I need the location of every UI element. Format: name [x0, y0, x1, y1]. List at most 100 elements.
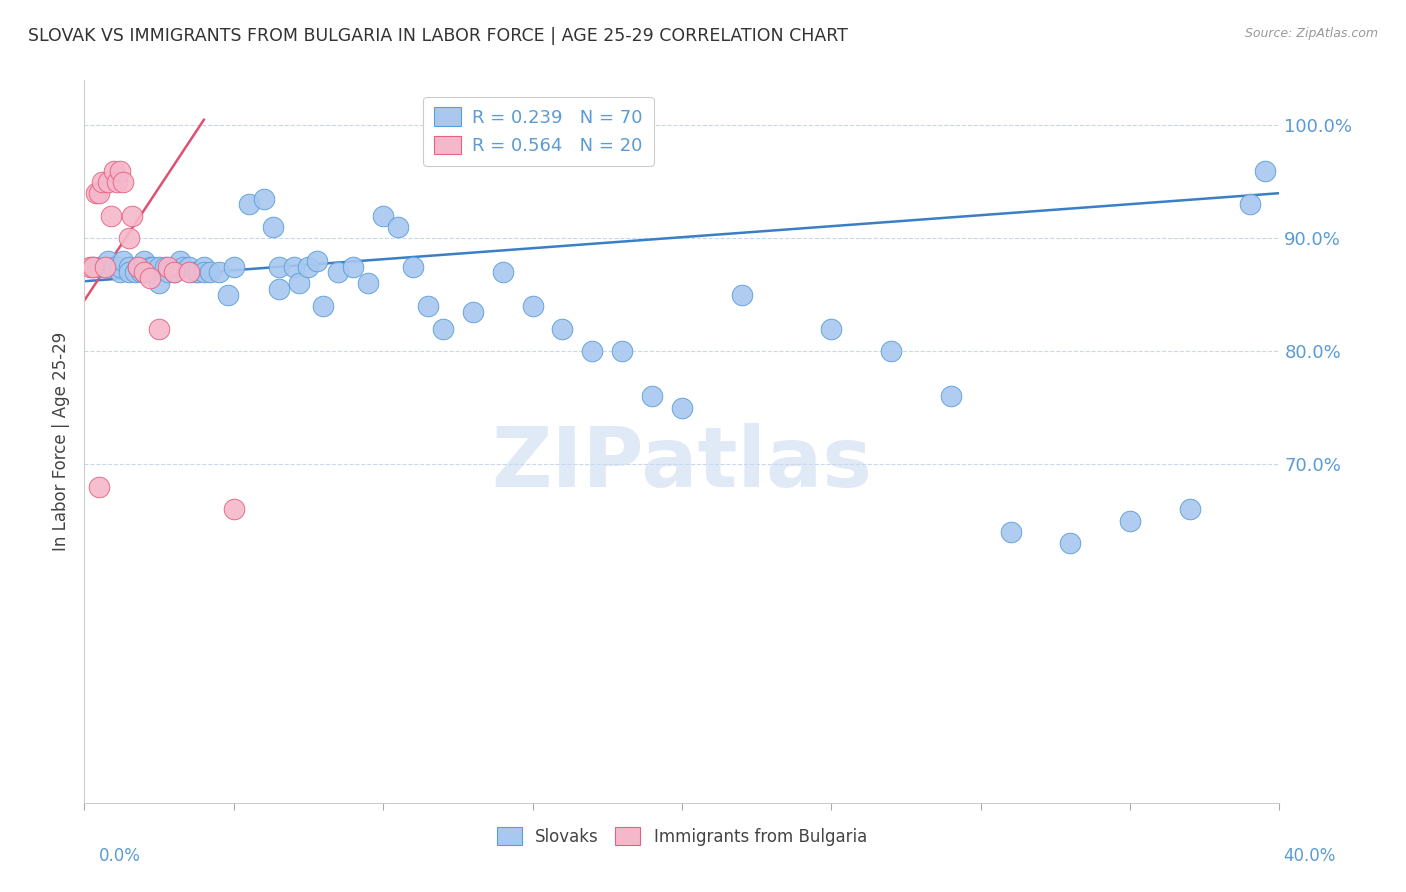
Point — [97, 253, 120, 268]
Point — [461, 304, 484, 318]
Point — [94, 260, 117, 274]
Point — [253, 192, 276, 206]
Point — [939, 389, 962, 403]
Point — [121, 209, 143, 223]
Y-axis label: In Labor Force | Age 25-29: In Labor Force | Age 25-29 — [52, 332, 70, 551]
Point — [217, 287, 239, 301]
Point — [132, 253, 156, 268]
Point — [129, 265, 152, 279]
Point — [148, 321, 170, 335]
Point — [222, 502, 245, 516]
Point — [267, 260, 290, 274]
Point — [238, 197, 260, 211]
Point — [148, 260, 170, 274]
Point — [132, 265, 156, 279]
Point — [163, 265, 186, 279]
Point — [79, 260, 101, 274]
Legend: Slovaks, Immigrants from Bulgaria: Slovaks, Immigrants from Bulgaria — [491, 821, 873, 852]
Point — [112, 253, 135, 268]
Point — [342, 260, 364, 274]
Point — [94, 260, 117, 274]
Point — [1239, 197, 1261, 211]
Point — [267, 282, 290, 296]
Point — [373, 209, 395, 223]
Point — [157, 260, 180, 274]
Point — [118, 231, 141, 245]
Point — [89, 186, 111, 201]
Point — [132, 265, 156, 279]
Point — [86, 186, 108, 201]
Point — [177, 265, 200, 279]
Point — [671, 401, 693, 415]
Point — [124, 265, 146, 279]
Point — [148, 277, 170, 291]
Point — [100, 209, 122, 223]
Point — [820, 321, 842, 335]
Text: Source: ZipAtlas.com: Source: ZipAtlas.com — [1244, 27, 1378, 40]
Point — [1059, 536, 1081, 550]
Point — [105, 175, 128, 189]
Point — [118, 265, 141, 279]
Point — [97, 175, 120, 189]
Point — [522, 299, 544, 313]
Point — [127, 260, 149, 274]
Point — [731, 287, 754, 301]
Point — [157, 265, 180, 279]
Point — [612, 344, 634, 359]
Point — [139, 265, 162, 279]
Point — [1253, 163, 1275, 178]
Point — [112, 175, 135, 189]
Point — [1000, 524, 1022, 539]
Point — [288, 277, 311, 291]
Point — [357, 277, 380, 291]
Point — [387, 220, 409, 235]
Point — [193, 265, 215, 279]
Point — [297, 260, 319, 274]
Point — [432, 321, 454, 335]
Point — [82, 260, 104, 274]
Point — [187, 265, 209, 279]
Point — [641, 389, 664, 403]
Point — [177, 260, 200, 274]
Text: SLOVAK VS IMMIGRANTS FROM BULGARIA IN LABOR FORCE | AGE 25-29 CORRELATION CHART: SLOVAK VS IMMIGRANTS FROM BULGARIA IN LA… — [28, 27, 848, 45]
Point — [139, 260, 162, 274]
Point — [1119, 514, 1142, 528]
Point — [127, 260, 149, 274]
Point — [193, 260, 215, 274]
Point — [402, 260, 425, 274]
Point — [110, 163, 132, 178]
Point — [89, 480, 111, 494]
Point — [89, 260, 111, 274]
Point — [110, 260, 132, 274]
Point — [118, 260, 141, 274]
Point — [1178, 502, 1201, 516]
Point — [169, 253, 191, 268]
Point — [492, 265, 515, 279]
Point — [82, 260, 104, 274]
Point — [208, 265, 231, 279]
Point — [416, 299, 439, 313]
Point — [103, 260, 125, 274]
Point — [110, 265, 132, 279]
Point — [581, 344, 603, 359]
Point — [328, 265, 350, 279]
Point — [142, 260, 165, 274]
Point — [198, 265, 221, 279]
Point — [262, 220, 284, 235]
Point — [184, 265, 207, 279]
Text: ZIPatlas: ZIPatlas — [492, 423, 872, 504]
Point — [880, 344, 903, 359]
Point — [312, 299, 335, 313]
Point — [139, 270, 162, 285]
Point — [163, 265, 186, 279]
Point — [307, 253, 329, 268]
Point — [172, 260, 194, 274]
Text: 40.0%: 40.0% — [1284, 847, 1336, 865]
Point — [283, 260, 305, 274]
Text: 0.0%: 0.0% — [98, 847, 141, 865]
Point — [103, 163, 125, 178]
Point — [551, 321, 574, 335]
Point — [91, 175, 114, 189]
Point — [153, 260, 176, 274]
Point — [222, 260, 245, 274]
